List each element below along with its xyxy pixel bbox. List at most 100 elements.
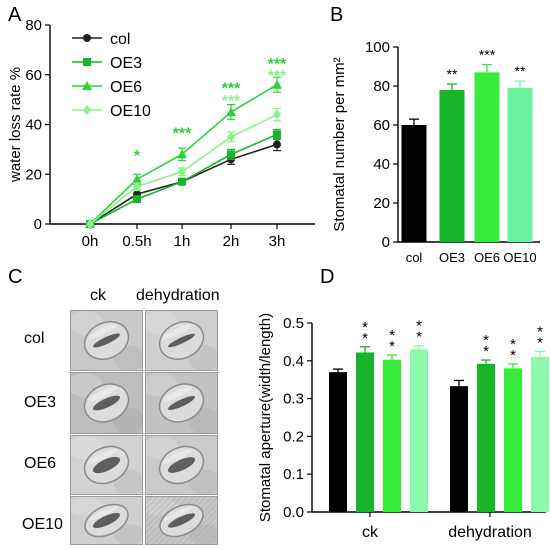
x-tick-label: 2h	[223, 233, 240, 250]
cell-texture	[146, 497, 165, 516]
y-axis-label: water loss rate %	[7, 67, 24, 183]
significance-label: *	[537, 323, 543, 340]
micrograph-image	[71, 436, 142, 494]
legend-label-oe6: OE6	[110, 79, 142, 96]
micro-col-dehydration: dehydration	[136, 287, 220, 304]
y-tick-label: 40	[25, 117, 42, 134]
y-tick-label: 0.1	[283, 466, 304, 483]
data-point-oe3	[273, 130, 281, 139]
y-tick-label: 0.0	[283, 504, 304, 521]
y-tick-label: 0	[382, 234, 390, 251]
y-tick-label: 0.4	[283, 353, 304, 370]
panel-a-label: A	[8, 4, 22, 26]
y-tick-label: 80	[25, 17, 42, 34]
stomatal-pore	[92, 456, 121, 474]
stomatal-pore	[167, 457, 196, 473]
stomatal-pore	[168, 333, 195, 348]
legend-label-oe3: OE3	[110, 55, 142, 72]
bar-oe6-dehydration	[504, 368, 522, 512]
micrograph-col-ck	[70, 310, 143, 371]
y-tick-label: 0	[34, 216, 42, 233]
significance-annotation: ***	[268, 68, 287, 85]
y-tick-label: 60	[373, 117, 390, 134]
significance-label: *	[537, 334, 543, 351]
bar-oe6-ck	[383, 359, 401, 512]
chart-d-grouped-bar: 0.0 0.1 0.2 0.3 0.4 0.5 Stomatal aperture(widt…	[257, 313, 549, 541]
legend-label-oe10: OE10	[110, 103, 151, 120]
bar-oe3	[439, 89, 465, 243]
y-axis-label: Stomatal aperture(width/length)	[257, 313, 274, 522]
stomatal-pore	[92, 395, 121, 411]
micrograph-oe10-ck	[70, 496, 143, 545]
legend-marker-oe3	[83, 58, 91, 66]
y-tick-label: 0.3	[283, 391, 304, 408]
significance-annotation: ***	[173, 125, 192, 142]
significance-label: *	[510, 336, 516, 353]
significance-annotation: ***	[268, 56, 287, 73]
bar-oe3-ck	[356, 352, 374, 512]
significance-label: *	[510, 347, 516, 364]
data-point-oe10	[273, 109, 281, 120]
data-point-oe10	[227, 131, 235, 142]
data-point-oe3	[227, 150, 235, 159]
data-point-oe10	[178, 166, 186, 177]
guard-cell-highlight	[162, 386, 192, 402]
y-axis-label: Stomatal number per mm²	[331, 57, 348, 231]
legend-marker-oe10	[83, 105, 91, 115]
guard-cell-highlight	[88, 506, 118, 521]
panel-b-label: B	[330, 4, 344, 26]
bar-oe3-dehydration	[477, 363, 495, 512]
panel-d-label: D	[320, 266, 335, 288]
significance-label: *	[362, 330, 368, 347]
guard-cell-highlight	[163, 506, 193, 521]
micrograph-image	[71, 311, 142, 370]
bar-col-ck	[329, 372, 347, 512]
stomatal-pore	[168, 513, 195, 528]
micrograph-image	[146, 311, 217, 370]
significance-annotation: ***	[222, 81, 241, 98]
guard-cell-highlight	[162, 449, 192, 464]
cell-texture	[146, 497, 177, 528]
y-tick-label: 100	[365, 39, 390, 56]
data-point-oe3	[178, 177, 186, 186]
micrograph-oe3-ck	[70, 372, 143, 434]
micrograph-image	[146, 497, 217, 544]
legend-label-col: col	[110, 31, 130, 48]
significance-label: *	[389, 327, 395, 344]
significance-label: *	[389, 338, 395, 355]
cell-texture	[146, 497, 159, 510]
bar-oe10-dehydration	[531, 357, 549, 512]
guard-cell-highlight	[87, 386, 117, 402]
bar-oe10-ck	[410, 349, 428, 512]
x-tick-label: 0h	[82, 233, 99, 250]
y-tick-label: 0.5	[283, 315, 304, 332]
micrograph-image	[146, 373, 217, 433]
micrograph-image	[71, 373, 142, 433]
micrograph-oe6-dehydration	[145, 435, 218, 495]
x-tick-label: OE6	[474, 250, 500, 265]
significance-label: *	[416, 318, 422, 335]
cell-texture	[200, 527, 217, 544]
micrograph-col-dehydration	[145, 310, 218, 371]
significance-label: **	[515, 63, 526, 79]
data-point-oe6	[226, 107, 236, 117]
significance-annotation: *	[134, 148, 141, 165]
cell-texture	[188, 515, 217, 544]
micro-col-ck: ck	[90, 287, 106, 304]
micro-row-oe6: OE6	[24, 455, 57, 472]
bar-col-dehydration	[450, 386, 468, 512]
stomatal-pore	[168, 396, 195, 410]
significance-label: *	[483, 343, 489, 360]
x-tick-label-dehydration: dehydration	[448, 524, 532, 541]
cell-texture	[146, 497, 171, 522]
stomatal-pore	[93, 333, 120, 348]
y-tick-label: 60	[25, 67, 42, 84]
micrograph-oe3-dehydration	[145, 372, 218, 434]
guard-cell-highlight	[162, 324, 192, 339]
data-point-oe10	[133, 181, 141, 192]
y-tick-label: 20	[25, 166, 42, 183]
bar-oe6	[474, 72, 500, 242]
guard-cell-highlight	[87, 324, 117, 339]
